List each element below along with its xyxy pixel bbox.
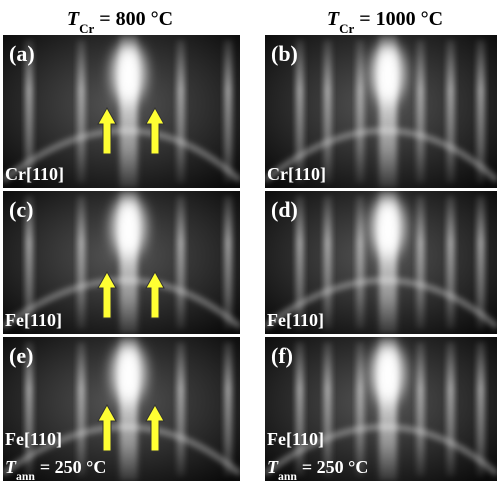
streak	[177, 40, 185, 183]
streak	[77, 342, 85, 476]
text: = 250 °C	[302, 457, 368, 477]
streak	[416, 196, 424, 329]
zone-axis: Fe[110]	[267, 429, 324, 449]
streak	[324, 342, 332, 476]
zone-axis: Cr[110]	[5, 164, 64, 184]
streak	[324, 196, 332, 329]
subscript: Cr	[79, 21, 94, 36]
specular-spot	[113, 43, 145, 103]
streak	[447, 342, 455, 476]
text: = 1000 °C	[359, 8, 443, 30]
zone-axis: Fe[110]	[5, 429, 62, 449]
specular-spot	[372, 343, 404, 403]
zone-axis: Fe[110]	[5, 310, 62, 330]
panel-label: (c)	[9, 197, 33, 222]
rheed-panel	[265, 337, 497, 481]
zone-axis: Cr[110]	[267, 164, 326, 184]
specular-spot	[372, 197, 404, 257]
specular-spot	[372, 43, 404, 103]
label-text: TCr = 800 °C	[67, 8, 173, 36]
streak	[77, 196, 85, 329]
streak	[224, 196, 232, 329]
rheed-panel	[3, 337, 240, 481]
specular-spot	[113, 343, 145, 403]
streak	[356, 342, 364, 476]
streak	[356, 40, 364, 183]
panel-label: (b)	[271, 41, 298, 66]
panel-label: (a)	[9, 41, 35, 66]
streak	[177, 342, 185, 476]
panel-label: (f)	[271, 343, 293, 368]
subscript: Cr	[339, 21, 354, 36]
streak	[324, 40, 332, 183]
streak	[177, 196, 185, 329]
streak	[224, 40, 232, 183]
streak	[356, 196, 364, 329]
panel-label: (d)	[271, 197, 298, 222]
subscript: ann	[16, 470, 35, 481]
symbol: T	[67, 8, 80, 30]
text: = 250 °C	[40, 457, 106, 477]
figure: TCr= 800 °CTCr= 1000 °C(a)Cr[110](b)Cr[1…	[0, 0, 497, 481]
streak	[416, 342, 424, 476]
panel-label: (e)	[9, 343, 33, 368]
streak	[447, 40, 455, 183]
symbol: T	[327, 8, 340, 30]
subscript: ann	[278, 470, 297, 481]
streak	[447, 196, 455, 329]
label-text: TCr = 1000 °C	[327, 8, 443, 36]
streak	[416, 40, 424, 183]
text: = 800 °C	[99, 8, 173, 30]
streak	[77, 40, 85, 183]
specular-spot	[113, 197, 145, 257]
zone-axis: Fe[110]	[267, 310, 324, 330]
streak	[224, 342, 232, 476]
